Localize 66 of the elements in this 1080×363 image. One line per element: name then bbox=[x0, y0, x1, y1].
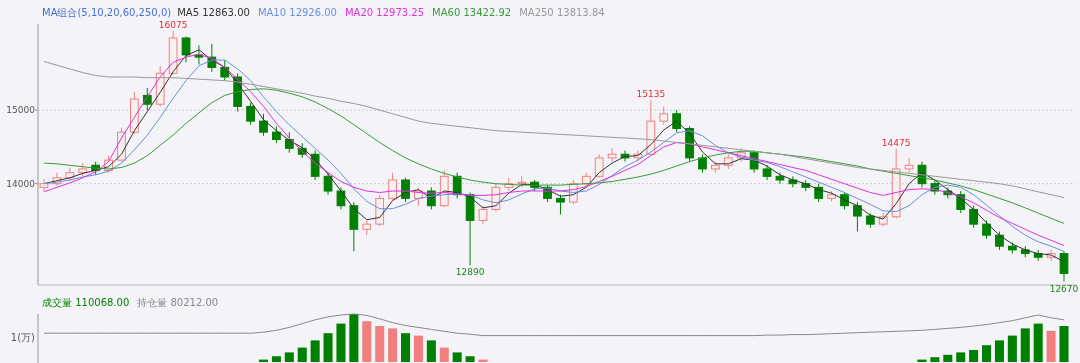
candlestick bbox=[814, 183, 824, 203]
bar bbox=[439, 347, 449, 362]
bar bbox=[426, 340, 436, 362]
text: 成交量 110068.00 bbox=[42, 297, 130, 308]
text: MA5 12863.00 bbox=[177, 7, 250, 18]
annotation: 12890 bbox=[455, 267, 485, 278]
bar bbox=[413, 335, 423, 362]
bar bbox=[323, 333, 333, 362]
candlestick bbox=[388, 172, 397, 201]
bar bbox=[388, 328, 398, 362]
annotation: 16075 bbox=[158, 19, 188, 30]
candlestick bbox=[181, 36, 191, 63]
candlestick bbox=[659, 105, 669, 126]
bar bbox=[1020, 328, 1030, 362]
bar bbox=[362, 321, 372, 362]
candlestick bbox=[336, 186, 346, 210]
candlestick bbox=[969, 205, 978, 229]
candlestick bbox=[478, 205, 488, 225]
bar bbox=[1046, 330, 1056, 362]
bar bbox=[1059, 326, 1069, 362]
candlestick bbox=[698, 153, 707, 174]
line-series bbox=[43, 61, 1065, 199]
y-tick-label: 14000 bbox=[6, 178, 36, 189]
bar bbox=[465, 356, 475, 362]
bar bbox=[1033, 323, 1043, 362]
candlestick bbox=[607, 147, 617, 163]
bar bbox=[271, 356, 281, 362]
bar bbox=[310, 340, 320, 362]
candlestick bbox=[194, 44, 204, 65]
bar bbox=[969, 350, 979, 362]
bar bbox=[349, 314, 359, 362]
bar bbox=[375, 326, 385, 362]
bar bbox=[478, 359, 488, 362]
candlestick bbox=[349, 201, 359, 252]
candlestick bbox=[995, 230, 1004, 251]
y-tick-label: 15000 bbox=[6, 105, 36, 116]
bar bbox=[943, 354, 953, 362]
text: 1(万) bbox=[10, 332, 36, 343]
bar bbox=[336, 323, 346, 362]
candlestick bbox=[1059, 250, 1069, 283]
candlestick bbox=[594, 153, 604, 179]
annotation: 15135 bbox=[636, 89, 666, 100]
text: MA60 13422.92 bbox=[432, 7, 512, 18]
annotation: 12670 bbox=[1049, 283, 1079, 294]
bar bbox=[994, 340, 1004, 362]
bar bbox=[982, 345, 992, 362]
candlestick bbox=[259, 113, 268, 137]
text: MA20 12973.25 bbox=[344, 7, 425, 18]
bar bbox=[297, 347, 307, 362]
text: 持仓量 80212.00 bbox=[137, 297, 219, 308]
candlestick bbox=[982, 219, 991, 240]
legend-title: MA组合(5,10,20,60,250,0) bbox=[42, 7, 172, 18]
candlestick bbox=[904, 157, 914, 174]
bar bbox=[1007, 335, 1017, 362]
text: MA250 13813.84 bbox=[519, 7, 605, 18]
candlestick bbox=[853, 201, 862, 232]
bar bbox=[401, 333, 411, 362]
bar bbox=[956, 352, 966, 362]
line-series bbox=[43, 88, 1065, 224]
bar bbox=[452, 352, 462, 362]
text: MA10 12926.00 bbox=[257, 7, 337, 18]
candlestick bbox=[323, 172, 333, 196]
bar bbox=[284, 352, 294, 362]
annotation: 14475 bbox=[881, 137, 911, 148]
candlestick bbox=[246, 102, 255, 126]
bar bbox=[930, 357, 940, 362]
